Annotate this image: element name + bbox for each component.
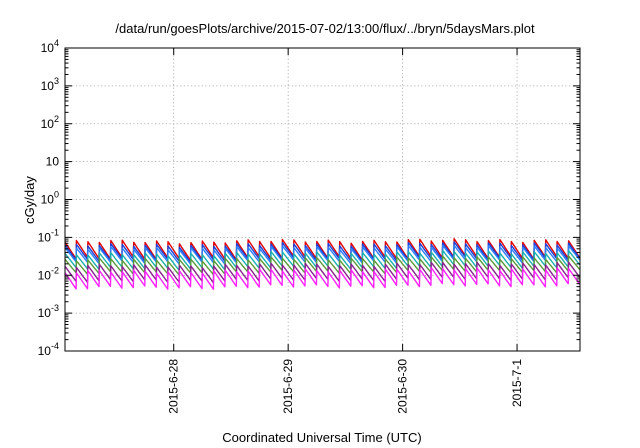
y-axis-title: cGy/day — [22, 176, 37, 224]
x-tick-label: 2015-6-28 — [167, 359, 181, 414]
tick-layer — [65, 47, 580, 352]
series-line-1 — [64, 238, 581, 262]
x-tick-label: 2015-6-29 — [281, 359, 295, 414]
y-tick-label: 100 — [41, 190, 59, 207]
y-tick-label: 10-1 — [38, 227, 59, 244]
y-tick-labels: 10-4 10-3 10-2 10-1 100 10 102 103 104 — [38, 38, 60, 358]
y-tick-label: 104 — [41, 38, 59, 55]
series-line-3 — [64, 244, 581, 265]
x-tick-label: 2015-7-1 — [510, 359, 524, 407]
x-tick-label: 2015-6-30 — [396, 359, 410, 414]
y-tick-label: 103 — [41, 76, 59, 93]
y-tick-label: 10-2 — [38, 265, 59, 282]
y-tick-label: 102 — [41, 114, 59, 131]
chart-title: /data/run/goesPlots/archive/2015-07-02/1… — [115, 21, 535, 36]
series-line-6 — [64, 261, 581, 284]
y-tick-label: 10-4 — [38, 341, 59, 358]
series-line-4 — [64, 249, 581, 271]
series-line-7 — [64, 266, 581, 290]
series-layer — [64, 238, 581, 290]
x-axis-title: Coordinated Universal Time (UTC) — [222, 430, 421, 445]
plot-frame — [64, 47, 581, 352]
grid-layer — [65, 48, 580, 351]
series-line-2 — [64, 241, 581, 264]
y-tick-label: 10 — [46, 155, 60, 169]
series-line-5 — [64, 255, 581, 276]
y-tick-label: 10-3 — [38, 303, 59, 320]
x-tick-labels: 2015-6-28 2015-6-29 2015-6-30 2015-7-1 — [167, 359, 524, 414]
